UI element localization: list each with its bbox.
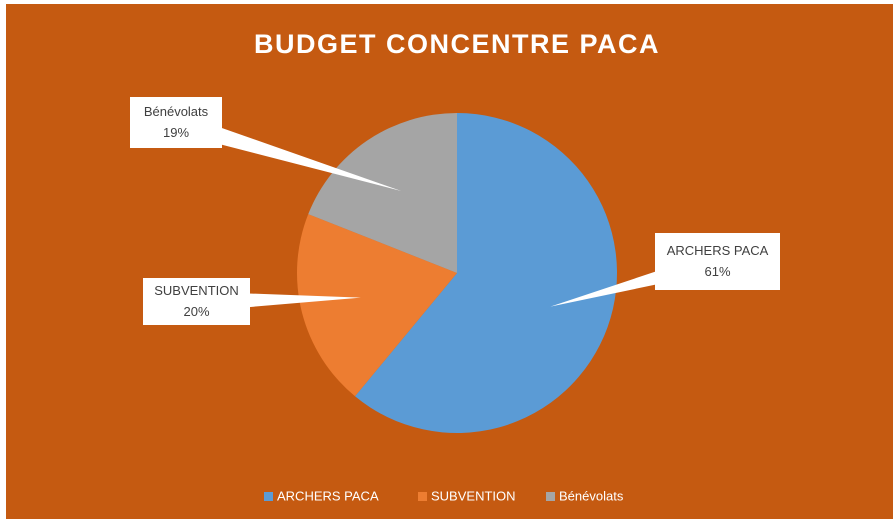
pie-slice [355, 113, 617, 433]
callout-box [143, 278, 250, 325]
callout-box [655, 233, 780, 290]
legend-swatch [418, 492, 427, 501]
legend-swatch [264, 492, 273, 501]
data-label-value: 19% [163, 125, 189, 140]
data-label-category: ARCHERS PACA [667, 243, 769, 258]
callout-box [130, 97, 222, 148]
pie-slice [308, 113, 457, 273]
pie-slice [296, 214, 457, 397]
legend-label: SUBVENTION [431, 488, 516, 503]
callout-pointer [173, 112, 402, 191]
legend-label: Bénévolats [559, 488, 624, 503]
chart-title: BUDGET CONCENTRE PACA [254, 29, 660, 59]
legend-label: ARCHERS PACA [277, 488, 379, 503]
data-label-category: Bénévolats [144, 104, 209, 119]
data-label-value: 20% [183, 304, 209, 319]
data-label-category: SUBVENTION [154, 283, 239, 298]
legend-swatch [546, 492, 555, 501]
data-label-value: 61% [704, 264, 730, 279]
